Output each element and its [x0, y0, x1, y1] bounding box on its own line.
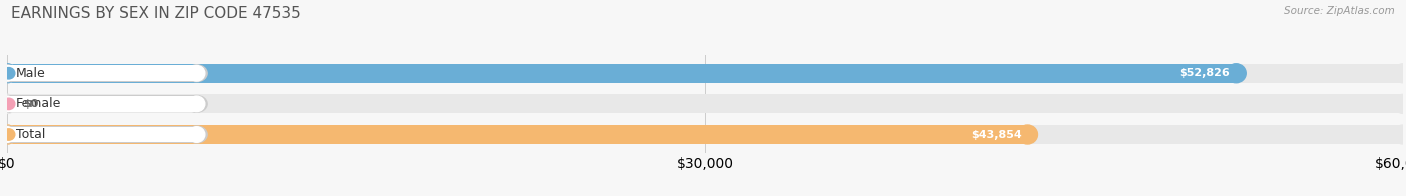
Ellipse shape: [1393, 94, 1406, 113]
Text: $52,826: $52,826: [1180, 68, 1230, 78]
FancyBboxPatch shape: [0, 95, 197, 112]
Text: Male: Male: [15, 67, 46, 80]
Text: Source: ZipAtlas.com: Source: ZipAtlas.com: [1284, 6, 1395, 16]
Ellipse shape: [0, 95, 17, 112]
Ellipse shape: [188, 127, 205, 142]
Ellipse shape: [0, 64, 17, 83]
Ellipse shape: [0, 65, 15, 81]
Ellipse shape: [188, 65, 205, 81]
Ellipse shape: [3, 68, 15, 79]
Text: Total: Total: [15, 128, 45, 141]
Ellipse shape: [0, 126, 17, 143]
FancyBboxPatch shape: [0, 65, 197, 82]
Ellipse shape: [188, 96, 205, 112]
Ellipse shape: [0, 64, 17, 83]
Ellipse shape: [3, 129, 15, 140]
Ellipse shape: [1393, 125, 1406, 144]
Ellipse shape: [0, 96, 15, 112]
FancyBboxPatch shape: [0, 65, 197, 81]
Ellipse shape: [1226, 64, 1246, 83]
Text: $0: $0: [22, 99, 38, 109]
Ellipse shape: [0, 94, 17, 113]
Ellipse shape: [186, 126, 207, 143]
Ellipse shape: [0, 127, 15, 142]
Bar: [7, 125, 1403, 144]
Text: EARNINGS BY SEX IN ZIP CODE 47535: EARNINGS BY SEX IN ZIP CODE 47535: [11, 6, 301, 21]
Ellipse shape: [1393, 64, 1406, 83]
Ellipse shape: [3, 98, 15, 110]
Bar: [7, 64, 1403, 83]
Ellipse shape: [0, 65, 17, 82]
Ellipse shape: [0, 125, 17, 144]
Ellipse shape: [0, 94, 17, 113]
Text: $43,854: $43,854: [970, 130, 1022, 140]
Text: Female: Female: [15, 97, 62, 110]
FancyBboxPatch shape: [0, 127, 197, 142]
Bar: [7, 125, 1028, 144]
Ellipse shape: [186, 65, 207, 82]
Ellipse shape: [0, 125, 17, 144]
Ellipse shape: [1018, 125, 1038, 144]
FancyBboxPatch shape: [0, 126, 197, 143]
Bar: [7, 94, 1403, 113]
Bar: [7, 64, 1236, 83]
FancyBboxPatch shape: [0, 96, 197, 112]
Ellipse shape: [186, 95, 207, 112]
